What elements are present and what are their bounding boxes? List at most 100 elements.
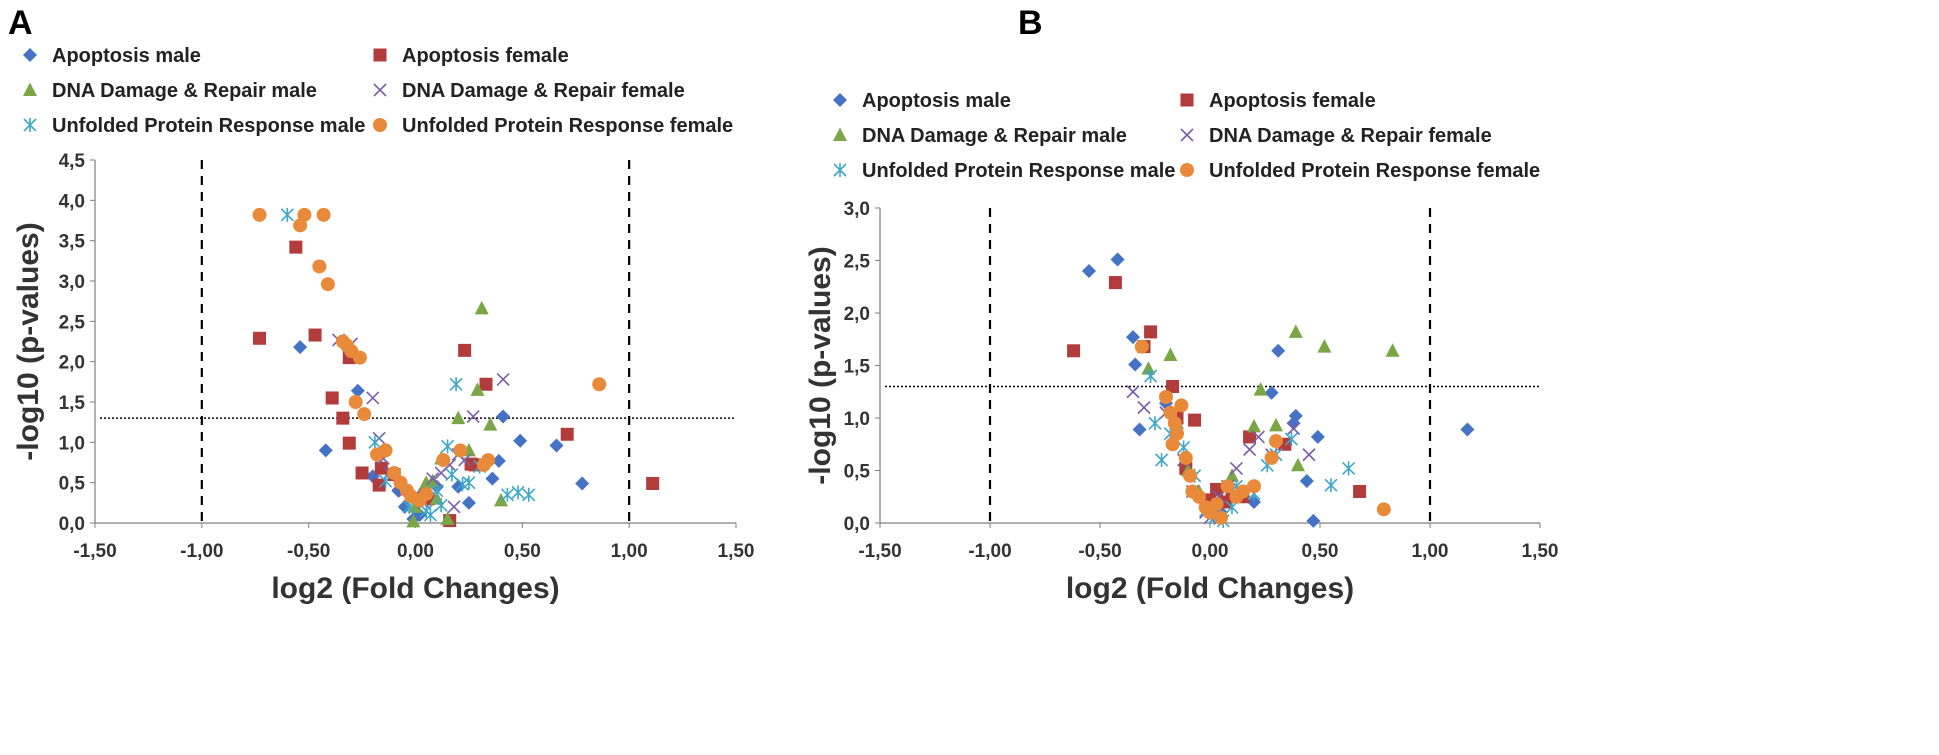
data-point-unfolded-protein-response-female bbox=[1170, 426, 1184, 441]
y-tick-label-b: 2,5 bbox=[844, 252, 871, 273]
data-point-unfolded-protein-response-female bbox=[297, 207, 312, 222]
x-tick-label-b: -0,50 bbox=[1078, 541, 1121, 562]
data-point-apoptosis-male bbox=[1299, 474, 1314, 488]
data-point-unfolded-protein-response-male bbox=[445, 467, 459, 482]
data-point-apoptosis-male bbox=[318, 443, 333, 458]
data-point-unfolded-protein-response-female bbox=[592, 377, 607, 392]
y-tick-label-a: 1,0 bbox=[59, 433, 85, 454]
legend-label-dna-damage-and-repair-female: DNA Damage & Repair female bbox=[1209, 125, 1492, 147]
y-tick-label-a: 0,0 bbox=[59, 514, 85, 535]
data-point-unfolded-protein-response-male bbox=[462, 475, 476, 490]
x-tick-label-b: -1,00 bbox=[968, 541, 1011, 562]
data-point-apoptosis-male bbox=[496, 409, 511, 424]
data-point-unfolded-protein-response-female bbox=[1269, 434, 1283, 449]
data-point-unfolded-protein-response-female bbox=[316, 207, 331, 222]
series-b-unfolded-protein-response-female bbox=[1134, 339, 1391, 525]
data-point-apoptosis-female bbox=[560, 427, 574, 441]
y-tick-label-b: 1,0 bbox=[844, 409, 870, 430]
data-point-unfolded-protein-response-male bbox=[522, 487, 536, 502]
data-point-unfolded-protein-response-female bbox=[1183, 468, 1198, 483]
data-point-apoptosis-male bbox=[1264, 385, 1279, 400]
data-point-apoptosis-female bbox=[289, 240, 303, 254]
data-point-dna-damage-and-repair-male bbox=[1247, 418, 1261, 433]
data-point-apoptosis-female bbox=[325, 391, 339, 405]
data-point-unfolded-protein-response-female bbox=[419, 486, 434, 501]
y-tick-label-a: 4,5 bbox=[59, 151, 86, 172]
x-tick-label-b: 0,50 bbox=[1302, 541, 1339, 562]
legend-marker-unfolded-protein-response-female bbox=[1180, 163, 1194, 177]
data-point-dna-damage-and-repair-female bbox=[496, 372, 510, 386]
y-tick-label-a: 4,0 bbox=[59, 191, 85, 212]
data-point-dna-damage-and-repair-female bbox=[1302, 448, 1316, 462]
data-point-apoptosis-male bbox=[1460, 422, 1475, 437]
y-tick-label-a: 3,5 bbox=[59, 232, 86, 253]
data-point-apoptosis-male bbox=[1128, 357, 1143, 372]
data-point-apoptosis-female bbox=[253, 331, 267, 345]
data-point-dna-damage-and-repair-female bbox=[426, 472, 440, 486]
series-b-dna-damage-and-repair-male bbox=[1141, 324, 1400, 498]
legend-label-unfolded-protein-response-female: Unfolded Protein Response female bbox=[402, 115, 733, 137]
series-a-apoptosis-male bbox=[293, 340, 590, 526]
data-point-unfolded-protein-response-female bbox=[1192, 489, 1206, 504]
legend-label-unfolded-protein-response-male: Unfolded Protein Response male bbox=[862, 160, 1175, 182]
data-point-apoptosis-female bbox=[336, 411, 350, 425]
y-tick-label-b: 3,0 bbox=[844, 199, 870, 220]
y-tick-label-a: 1,5 bbox=[59, 393, 86, 414]
data-point-apoptosis-male bbox=[1132, 422, 1147, 437]
data-point-apoptosis-male bbox=[1310, 429, 1325, 444]
x-tick-label-a: -0,50 bbox=[287, 541, 330, 562]
data-point-dna-damage-and-repair-female bbox=[1251, 430, 1265, 444]
x-tick-label-a: -1,00 bbox=[180, 541, 223, 562]
data-point-apoptosis-male bbox=[1247, 495, 1261, 509]
data-point-unfolded-protein-response-male bbox=[500, 487, 514, 502]
data-point-dna-damage-and-repair-male bbox=[451, 410, 466, 425]
data-point-unfolded-protein-response-female bbox=[1159, 390, 1173, 404]
y-tick-label-b: 1,5 bbox=[844, 357, 871, 378]
data-point-unfolded-protein-response-female bbox=[436, 453, 451, 468]
data-point-apoptosis-female bbox=[479, 377, 493, 391]
x-tick-label-a: -1,50 bbox=[73, 541, 116, 562]
data-point-apoptosis-female bbox=[1353, 485, 1367, 498]
x-axis-title-b: log2 (Fold Changes) bbox=[1066, 572, 1354, 605]
data-point-unfolded-protein-response-female bbox=[1236, 484, 1250, 499]
data-point-apoptosis-male bbox=[1126, 330, 1140, 345]
data-point-apoptosis-male bbox=[1288, 408, 1303, 423]
data-point-unfolded-protein-response-female bbox=[1134, 339, 1149, 354]
data-point-dna-damage-and-repair-male bbox=[474, 300, 489, 315]
series-b-apoptosis-female bbox=[1067, 276, 1367, 509]
legend-label-dna-damage-and-repair-male: DNA Damage & Repair male bbox=[862, 125, 1127, 147]
legend-marker-unfolded-protein-response-male bbox=[23, 118, 37, 132]
data-point-unfolded-protein-response-female bbox=[348, 395, 363, 409]
data-point-unfolded-protein-response-male bbox=[368, 435, 382, 450]
data-point-dna-damage-and-repair-male bbox=[1291, 457, 1305, 472]
data-point-apoptosis-female bbox=[1243, 430, 1257, 444]
data-point-apoptosis-female bbox=[458, 343, 472, 357]
y-tick-label-a: 2,0 bbox=[59, 353, 85, 374]
data-point-unfolded-protein-response-female bbox=[1165, 437, 1180, 452]
data-point-dna-damage-and-repair-male bbox=[440, 511, 455, 525]
panel-b: B Apoptosis male Apoptosis female DNA Damag… bbox=[804, 4, 1558, 605]
data-point-dna-damage-and-repair-female bbox=[1243, 442, 1257, 457]
data-point-dna-damage-and-repair-female bbox=[1137, 400, 1151, 415]
data-point-dna-damage-and-repair-male bbox=[1317, 339, 1332, 353]
data-point-dna-damage-and-repair-female bbox=[1287, 421, 1301, 436]
legend-marker-apoptosis-male bbox=[23, 48, 37, 62]
data-point-dna-damage-and-repair-male bbox=[406, 513, 421, 528]
data-point-unfolded-protein-response-female bbox=[378, 443, 393, 458]
data-point-unfolded-protein-response-male bbox=[1148, 416, 1162, 431]
data-point-unfolded-protein-response-female bbox=[1376, 502, 1391, 517]
y-tick-label-a: 0,5 bbox=[59, 474, 86, 495]
data-point-unfolded-protein-response-female bbox=[1220, 479, 1235, 494]
data-point-unfolded-protein-response-female bbox=[1174, 398, 1189, 413]
data-point-apoptosis-female bbox=[1188, 413, 1202, 427]
data-point-dna-damage-and-repair-male bbox=[1163, 347, 1178, 361]
data-point-apoptosis-female bbox=[1166, 380, 1180, 393]
y-tick-label-b: 0,5 bbox=[844, 462, 871, 483]
data-point-unfolded-protein-response-male bbox=[511, 485, 525, 500]
data-point-dna-damage-and-repair-male bbox=[483, 417, 498, 431]
legend-label-apoptosis-female: Apoptosis female bbox=[1209, 90, 1376, 112]
data-point-apoptosis-female bbox=[355, 466, 369, 480]
data-point-unfolded-protein-response-female bbox=[320, 277, 335, 292]
data-point-dna-damage-and-repair-male bbox=[1385, 343, 1400, 357]
